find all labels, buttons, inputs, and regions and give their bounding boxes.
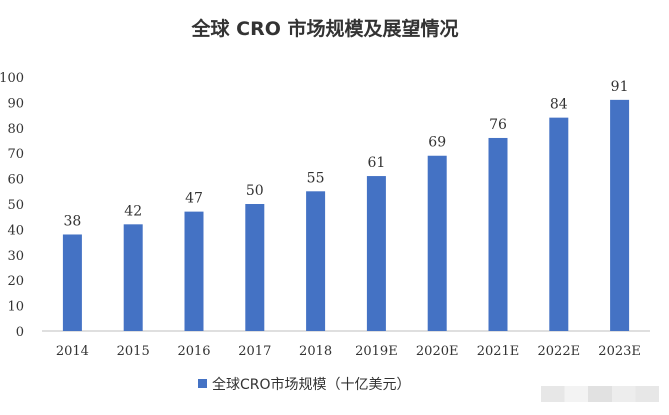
x-tick-label: 2015	[117, 344, 150, 359]
x-tick-label: 2021E	[477, 344, 520, 359]
y-tick-label: 10	[7, 300, 24, 315]
bar-2018	[306, 191, 326, 331]
chart-title: 全球 CRO 市场规模及展望情况	[191, 17, 459, 40]
y-tick-label: 0	[16, 325, 24, 340]
data-labels-group: 38 42 47 50 55 61 69 76 84 91	[63, 79, 628, 230]
data-label-2017: 50	[246, 183, 264, 199]
x-tick-label: 2019E	[355, 344, 398, 359]
x-tick-label: 2018	[299, 344, 332, 359]
data-label-2015: 42	[124, 203, 142, 219]
y-axis: 0 10 20 30 40 50 60 70 80 90 100	[0, 71, 650, 340]
bar-2014	[62, 234, 82, 331]
x-tick-label: 2022E	[538, 344, 581, 359]
y-tick-label: 70	[7, 147, 24, 162]
legend-swatch	[198, 379, 207, 388]
bar-2017	[245, 204, 265, 331]
bar-2015	[123, 224, 143, 331]
data-label-2019E: 61	[367, 155, 385, 171]
y-tick-label: 80	[7, 122, 24, 137]
y-tick-label: 100	[0, 71, 24, 86]
data-label-2014: 38	[63, 213, 81, 229]
bar-2021E	[488, 137, 508, 331]
bar-2019E	[366, 176, 386, 331]
data-label-2022E: 84	[550, 97, 568, 113]
y-tick-label: 50	[7, 198, 24, 213]
x-tick-label: 2023E	[598, 344, 641, 359]
bar-2022E	[549, 117, 569, 331]
x-axis: 2014 2015 2016 2017 2018 2019E 2020E 2021E 2022E…	[56, 344, 641, 359]
data-label-2020E: 69	[428, 135, 446, 151]
bar-2016	[184, 211, 204, 331]
x-tick-label: 2017	[238, 344, 271, 359]
y-tick-label: 60	[7, 173, 24, 188]
legend: 全球CRO市场规模（十亿美元）	[198, 376, 411, 393]
watermark	[541, 386, 659, 402]
data-label-2021E: 76	[489, 117, 507, 133]
y-tick-label: 90	[7, 96, 24, 111]
x-tick-label: 2016	[177, 344, 210, 359]
x-tick-label: 2020E	[416, 344, 459, 359]
y-tick-label: 30	[7, 249, 24, 264]
y-tick-label: 20	[7, 274, 24, 289]
bars-group	[62, 99, 630, 331]
x-tick-label: 2014	[56, 344, 89, 359]
bar-2023E	[610, 99, 630, 331]
bar-2020E	[427, 155, 447, 331]
data-label-2016: 47	[185, 191, 203, 207]
data-label-2023E: 91	[611, 79, 629, 95]
data-label-2018: 55	[307, 170, 325, 186]
y-tick-label: 40	[7, 223, 24, 238]
legend-label: 全球CRO市场规模（十亿美元）	[212, 376, 411, 393]
